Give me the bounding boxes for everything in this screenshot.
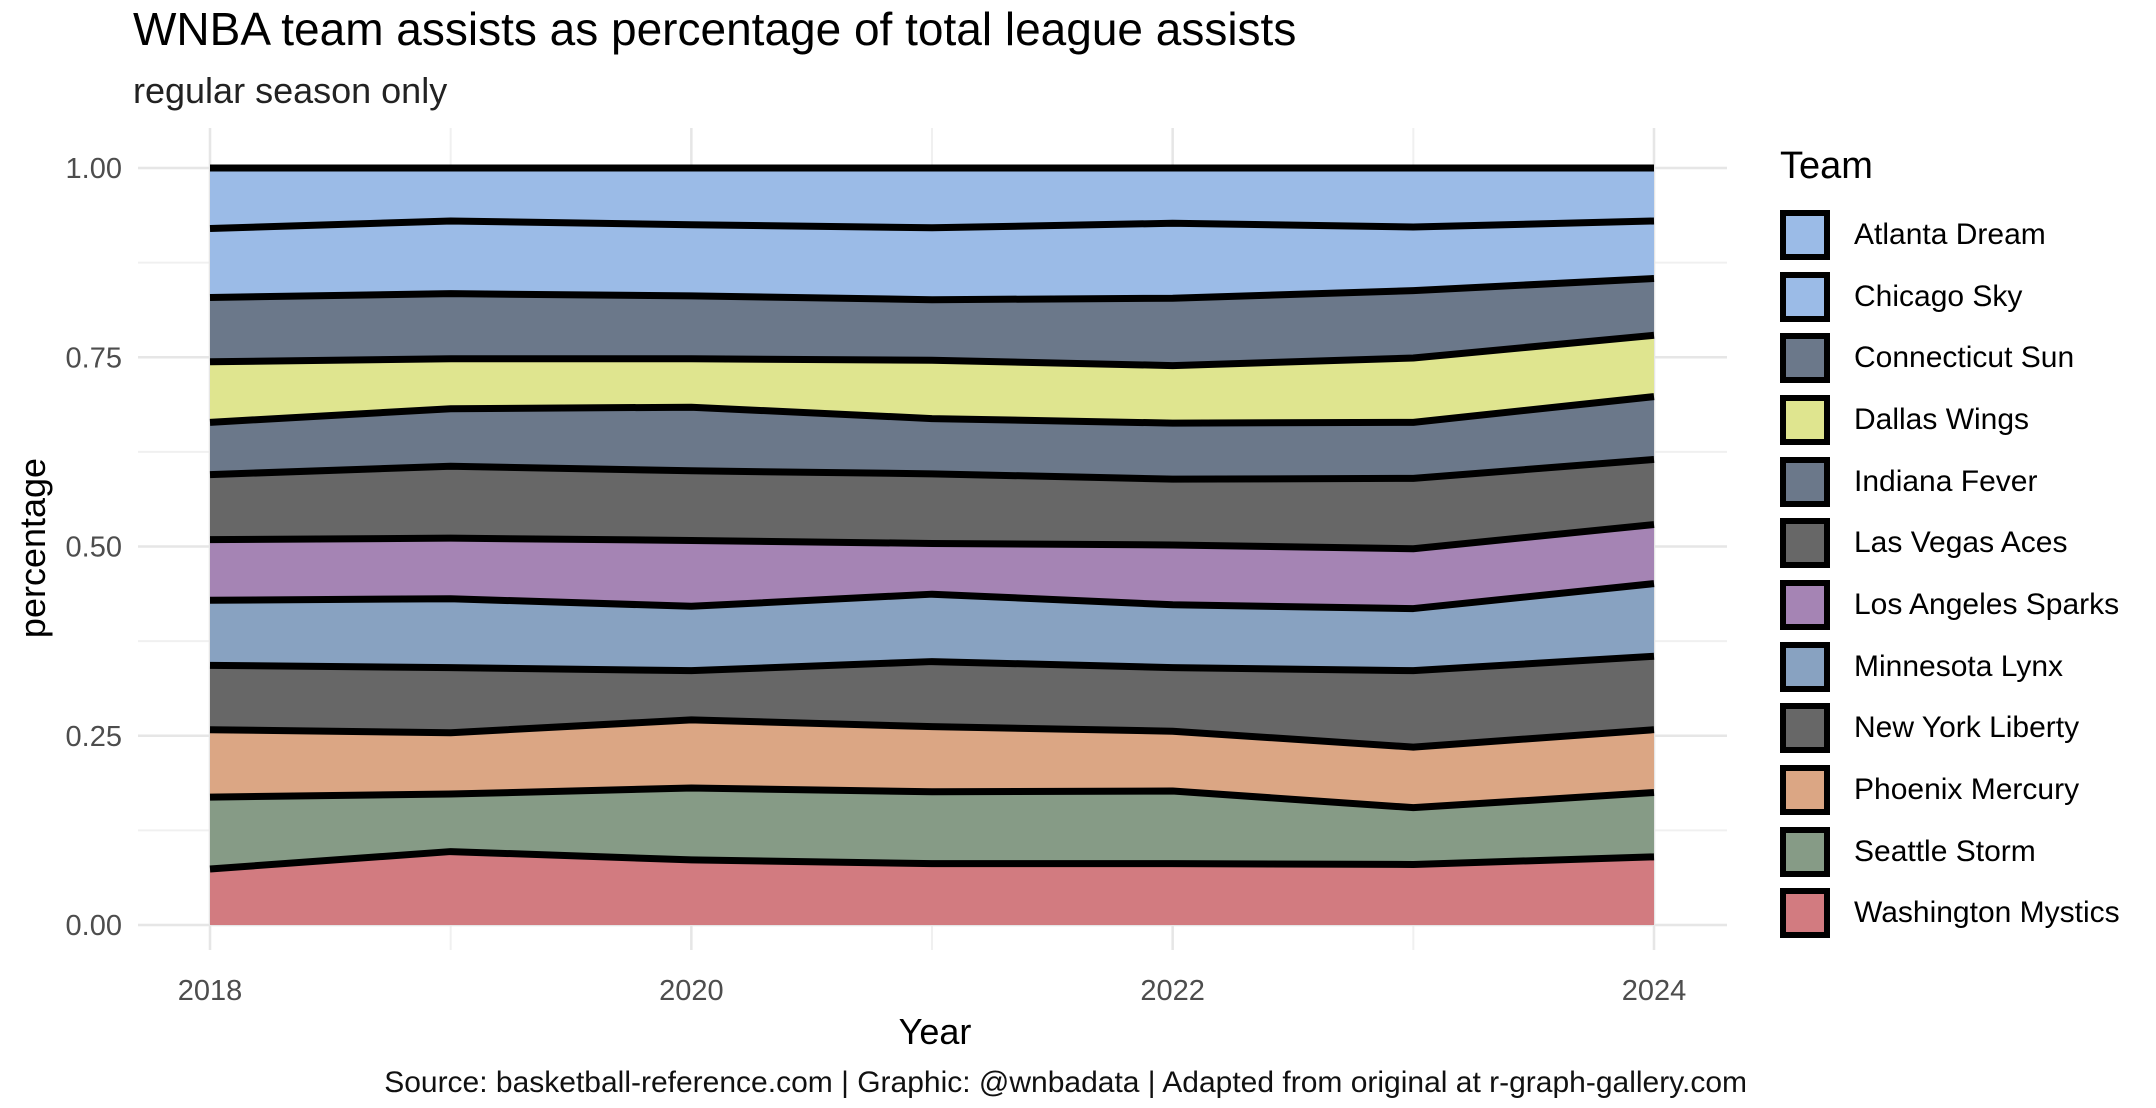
legend-item-indiana-fever: Indiana Fever [1780,451,2120,513]
area-dallas-wings [210,335,1654,424]
source-caption: Source: basketball-reference.com | Graph… [384,1066,1747,1099]
line-chicago-sky [209,217,1655,233]
legend-label: Dallas Wings [1854,402,2030,436]
legend-label: Indiana Fever [1854,464,2038,498]
chart-title: WNBA team assists as percentage of total… [133,3,1297,55]
line-connecticut-sun [209,275,1655,304]
legend-swatch [1780,518,1830,569]
y-tick-label: 0.25 [66,721,122,753]
legend-item-chicago-sky: Chicago Sky [1780,266,2120,328]
legend-swatch-fill [1786,647,1824,686]
series-boundary-lines [209,164,1655,873]
legend-swatch [1780,641,1830,692]
line-minnesota-lynx [209,580,1655,613]
legend-label: Atlanta Dream [1854,217,2046,251]
legend-item-los-angeles-sparks: Los Angeles Sparks [1780,574,2120,636]
legend-swatch-fill [1786,524,1824,563]
legend-label: Las Vegas Aces [1854,526,2068,560]
legend-label: Chicago Sky [1854,279,2023,313]
legend-label: New York Liberty [1854,711,2080,745]
y-axis-label: percentage [12,458,53,638]
area-connecticut-sun [210,278,1654,366]
line-phoenix-mercury [209,716,1655,751]
area-indiana-fever [210,396,1654,480]
legend-swatch-fill [1786,832,1824,871]
y-axis-tick-labels: 0.00 0.25 0.50 0.75 1.00 [66,153,122,942]
legend-item-atlanta-dream: Atlanta Dream [1780,204,2120,266]
legend-item-phoenix-mercury: Phoenix Mercury [1780,759,2120,821]
x-tick-label: 2018 [178,975,243,1007]
legend-label: Connecticut Sun [1854,341,2075,375]
stacked-area-chart: 0.00 0.25 0.50 0.75 1.00 2018 2020 2022 2024 Ye… [12,128,1727,1052]
legend-swatch [1780,826,1830,877]
y-tick-label: 0.00 [66,910,122,942]
legend-item-new-york-liberty: New York Liberty [1780,698,2120,760]
legend-item-minnesota-lynx: Minnesota Lynx [1780,636,2120,698]
legend: Team Atlanta Dream Chicago Sky Connecticut… [1780,145,2120,944]
legend-swatch-fill [1786,894,1824,933]
legend-item-connecticut-sun: Connecticut Sun [1780,327,2120,389]
legend-swatch [1780,456,1830,507]
area-washington-mystics [210,851,1654,925]
y-tick-label: 0.50 [66,532,122,564]
legend-swatch-fill [1786,400,1824,439]
x-tick-label: 2020 [659,975,724,1007]
legend-swatch-fill [1786,771,1824,810]
x-tick-label: 2022 [1140,975,1205,1007]
legend-items: Atlanta Dream Chicago Sky Connecticut Sun D… [1780,204,2120,944]
line-new-york-liberty [209,652,1655,675]
line-dallas-wings [209,331,1655,370]
legend-swatch [1780,394,1830,445]
legend-item-las-vegas-aces: Las Vegas Aces [1780,512,2120,574]
x-tick-label: 2024 [1622,975,1687,1007]
line-los-angeles-sparks [209,521,1655,553]
legend-swatch [1780,271,1830,322]
legend-label: Minnesota Lynx [1854,649,2064,683]
legend-swatch-fill [1786,709,1824,748]
x-axis-tick-labels: 2018 2020 2022 2024 [178,975,1687,1007]
area-atlanta-dream [210,168,1654,229]
legend-label: Los Angeles Sparks [1854,587,2120,621]
area-chicago-sky [210,220,1654,300]
legend-item-washington-mystics: Washington Mystics [1780,883,2120,945]
legend-swatch [1780,765,1830,816]
y-tick-label: 1.00 [66,153,122,185]
y-tick-label: 0.75 [66,342,122,374]
legend-swatch-fill [1786,277,1824,316]
area-los-angeles-sparks [210,524,1654,609]
area-seattle-storm [210,787,1654,869]
line-las-vegas-aces [209,455,1655,483]
legend-swatch-fill [1786,215,1824,254]
line-seattle-storm [209,784,1655,812]
legend-label: Washington Mystics [1854,896,2120,930]
line-indiana-fever [209,393,1655,427]
x-axis-label: Year [899,1011,972,1052]
legend-swatch [1780,703,1830,754]
legend-swatch [1780,209,1830,260]
legend-label: Seattle Storm [1854,834,2036,868]
legend-swatch [1780,888,1830,939]
legend-swatch [1780,579,1830,630]
legend-item-dallas-wings: Dallas Wings [1780,389,2120,451]
legend-swatch-fill [1786,585,1824,624]
chart-subtitle: regular season only [133,70,448,111]
line-washington-mystics [209,848,1655,873]
legend-label: Phoenix Mercury [1854,773,2080,807]
legend-item-seattle-storm: Seattle Storm [1780,821,2120,883]
legend-title: Team [1780,145,1873,187]
legend-swatch [1780,333,1830,384]
legend-swatch-fill [1786,462,1824,501]
legend-swatch-fill [1786,339,1824,378]
